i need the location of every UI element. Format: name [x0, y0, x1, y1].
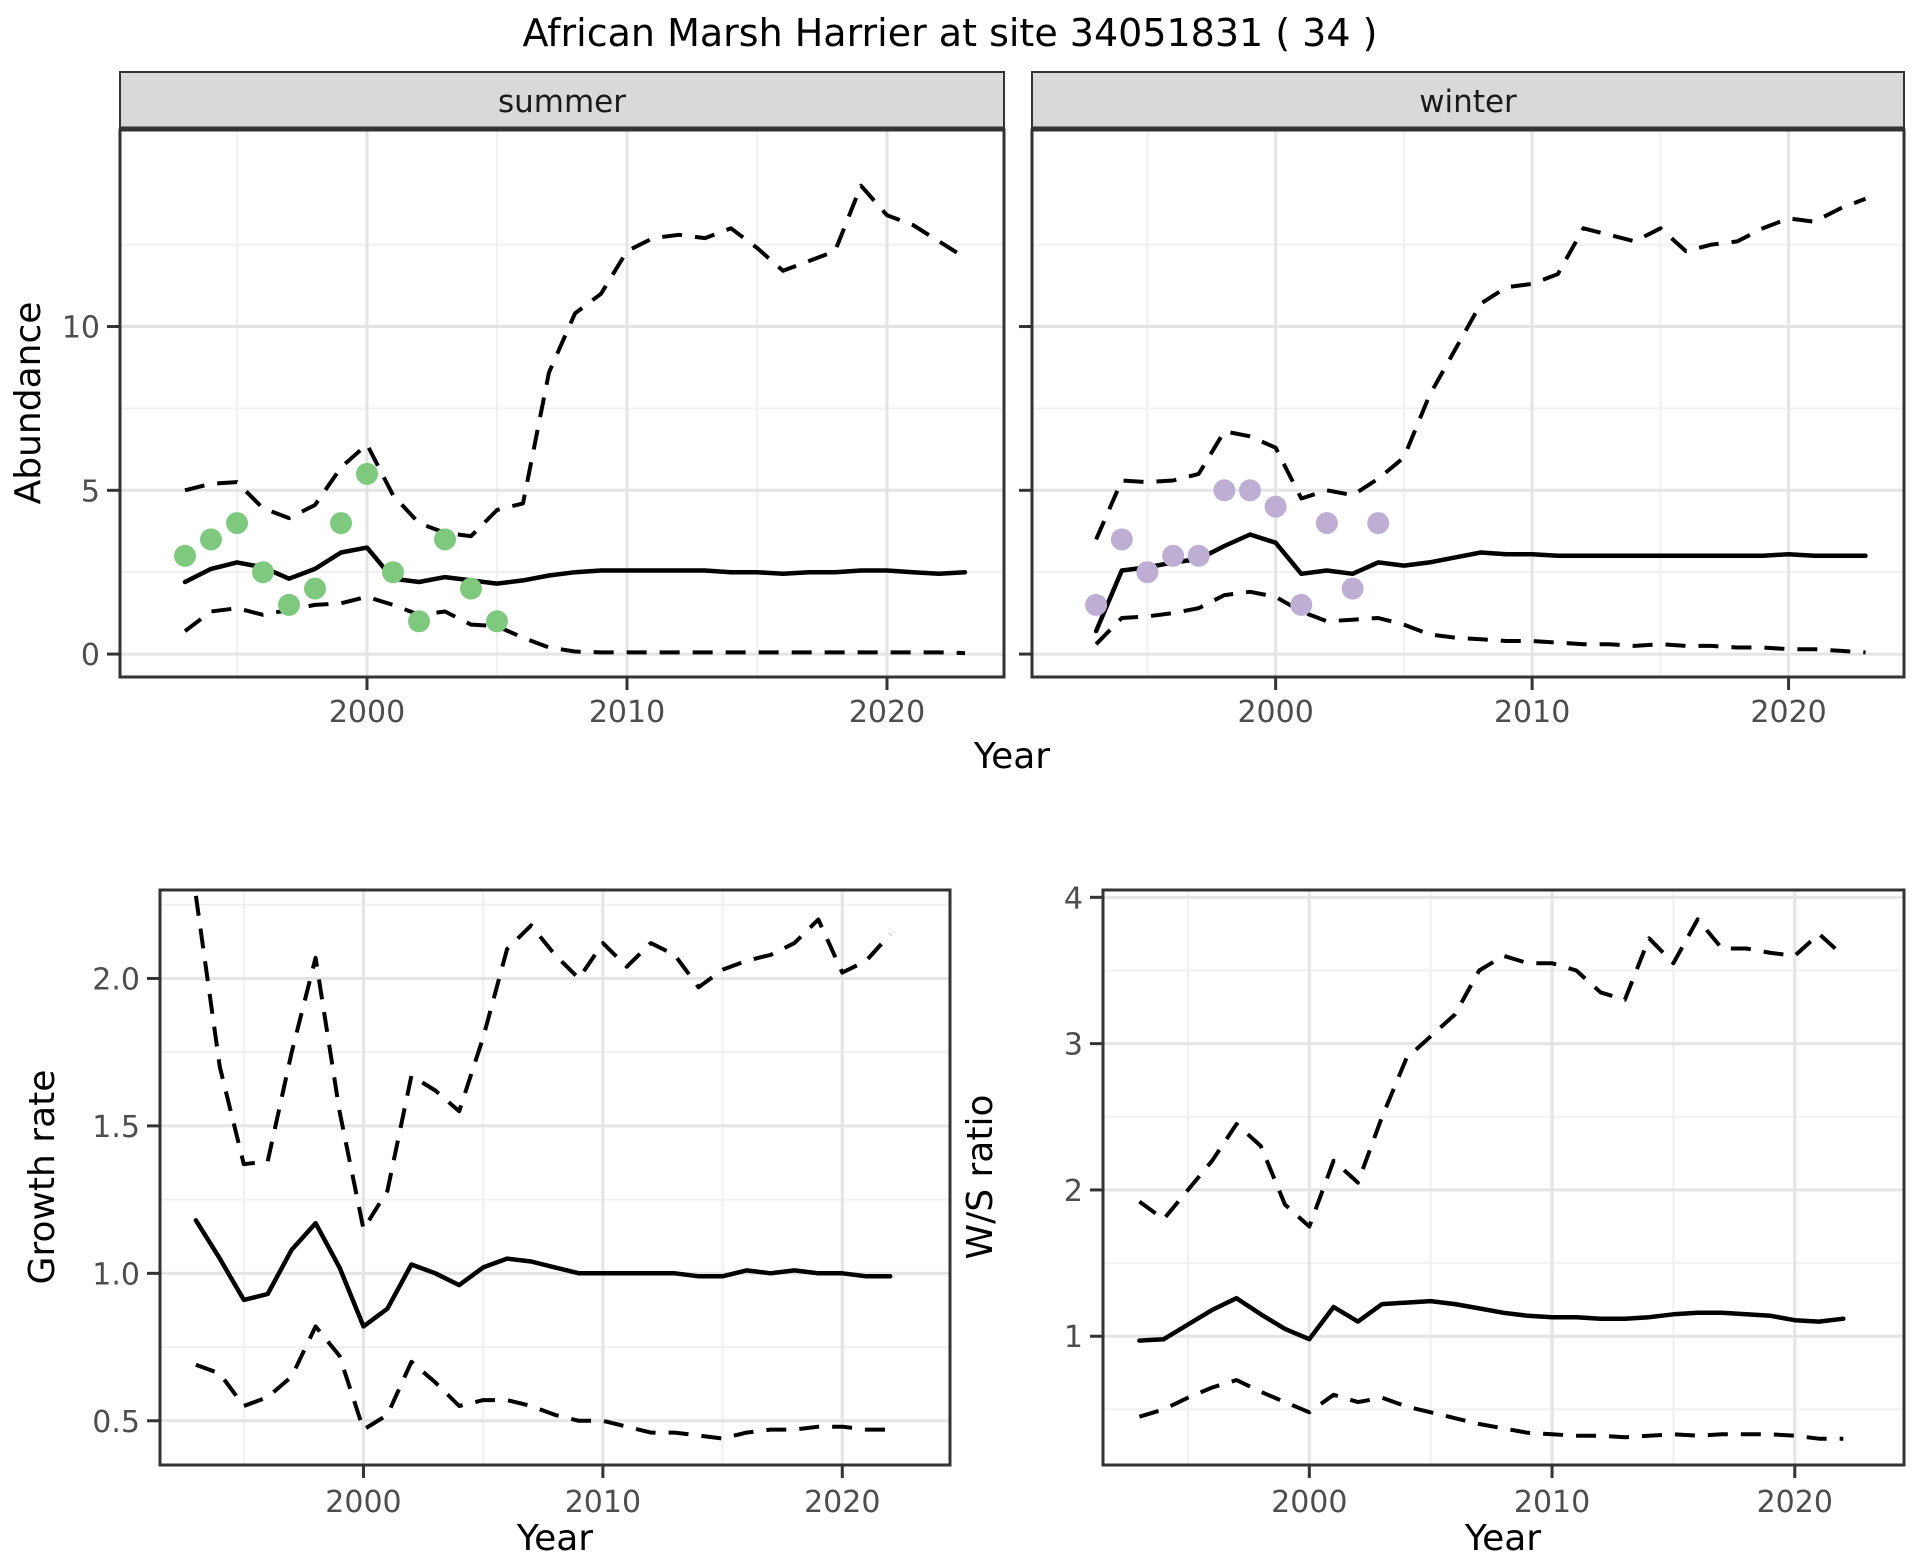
series-lower-ci-abundance-summer	[183, 594, 966, 656]
series-lower-ci-abundance-winter	[1094, 589, 1866, 655]
data-point-observed-counts-winter	[1290, 593, 1313, 616]
data-point-observed-counts-winter	[1264, 495, 1287, 518]
series-median-growth-rate	[193, 1218, 893, 1329]
panel-border	[1101, 888, 1906, 1467]
x-tick-label: 2010	[1514, 1485, 1590, 1520]
x-tick-label: 2020	[849, 695, 925, 730]
series-upper-ci-ws-ratio	[1138, 917, 1845, 1229]
data-point-observed-counts-summer	[252, 561, 274, 584]
y-tick-label: 0.5	[92, 1405, 140, 1440]
y-tick-label: 1.5	[92, 1110, 140, 1145]
x-tick-label: 2010	[565, 1485, 641, 1520]
facet-strip-summer: summer	[119, 71, 1005, 132]
series-lower-ci-growth-rate	[195, 1324, 891, 1441]
panel-background	[1032, 130, 1904, 677]
series-upper-ci-abundance-winter	[1094, 196, 1867, 541]
x-axis-title-growth: Year	[516, 1518, 593, 1559]
data-point-observed-counts-winter	[1187, 544, 1210, 567]
figure-title: African Marsh Harrier at site 34051831 (…	[523, 11, 1378, 55]
data-point-observed-counts-summer	[434, 528, 456, 551]
facet-strip-winter-bg	[1031, 71, 1905, 131]
data-point-observed-counts-winter	[1162, 544, 1185, 567]
data-point-observed-counts-winter	[1110, 528, 1133, 551]
x-tick-label: 2000	[325, 1485, 401, 1520]
y-tick-label: 0	[81, 638, 100, 673]
panel-abundance-winter: 2000 2010 2020	[1019, 128, 1906, 730]
x-tick-label: 2000	[1237, 695, 1313, 730]
y-tick-label: 3	[1064, 1028, 1083, 1063]
x-tick-label: 2020	[804, 1485, 880, 1520]
data-point-observed-counts-summer	[330, 512, 352, 535]
data-point-observed-counts-summer	[304, 577, 326, 600]
data-point-observed-counts-summer	[278, 593, 300, 616]
series-median-abundance-summer	[182, 545, 968, 586]
panel-ws-ratio: 2000 2010 2020 1 2 3 4	[1064, 881, 1906, 1520]
panel-growth-rate: 2000 2010 2020 0.5 1.0 1.5 2.0	[92, 888, 952, 1520]
y-axis-title-abundance: Abundance	[8, 302, 49, 505]
y-tick-label: 1.0	[92, 1257, 140, 1292]
x-axis-title-top: Year	[973, 736, 1050, 777]
facet-strip-label-winter: winter	[1419, 84, 1517, 120]
data-point-observed-counts-winter	[1239, 479, 1261, 502]
data-point-observed-counts-summer	[382, 561, 404, 584]
data-point-observed-counts-summer	[174, 544, 196, 567]
series-upper-ci-growth-rate	[193, 895, 892, 1232]
x-tick-label: 2020	[1750, 695, 1826, 730]
facet-strip-summer-bg	[119, 71, 1005, 131]
y-tick-label: 2	[1064, 1174, 1083, 1209]
x-axis-title-ws: Year	[1464, 1518, 1541, 1559]
data-point-observed-counts-winter	[1367, 512, 1390, 535]
series-upper-ci-abundance-summer	[184, 183, 967, 539]
data-point-observed-counts-summer	[486, 610, 508, 633]
y-tick-label: 2.0	[92, 962, 140, 997]
data-point-observed-counts-winter	[1341, 577, 1364, 600]
y-tick-label: 4	[1064, 881, 1083, 916]
x-tick-label: 2020	[1757, 1485, 1833, 1520]
panel-abundance-summer: 2000 2010 2020 0 5 10	[62, 128, 1006, 730]
data-point-observed-counts-winter	[1315, 512, 1338, 535]
y-tick-label: 5	[81, 474, 100, 509]
x-tick-label: 2000	[1271, 1485, 1347, 1520]
y-axis-title-ws: W/S ratio	[960, 1094, 1001, 1259]
y-tick-label: 1	[1064, 1320, 1083, 1355]
data-point-observed-counts-summer	[226, 512, 248, 535]
series-median-abundance-winter	[1093, 532, 1868, 634]
data-point-observed-counts-winter	[1136, 561, 1159, 584]
panel-background	[160, 890, 950, 1465]
data-point-observed-counts-summer	[460, 577, 482, 600]
panel-background	[1103, 890, 1904, 1465]
data-point-observed-counts-winter	[1085, 593, 1108, 616]
y-axis-title-growth: Growth rate	[22, 1070, 63, 1285]
facet-strip-winter: winter	[1031, 71, 1905, 132]
data-point-observed-counts-summer	[356, 462, 378, 485]
y-tick-label: 10	[62, 311, 100, 346]
facet-strip-label-summer: summer	[498, 84, 626, 120]
x-tick-label: 2010	[1494, 695, 1570, 730]
panel-border	[158, 888, 952, 1467]
data-point-observed-counts-winter	[1213, 479, 1236, 502]
series-lower-ci-ws-ratio	[1138, 1378, 1844, 1441]
x-tick-label: 2010	[589, 695, 665, 730]
data-point-observed-counts-summer	[408, 610, 430, 633]
data-point-observed-counts-summer	[200, 528, 222, 551]
panel-background	[120, 130, 1004, 677]
x-tick-label: 2000	[329, 695, 405, 730]
series-median-ws-ratio	[1137, 1295, 1846, 1343]
